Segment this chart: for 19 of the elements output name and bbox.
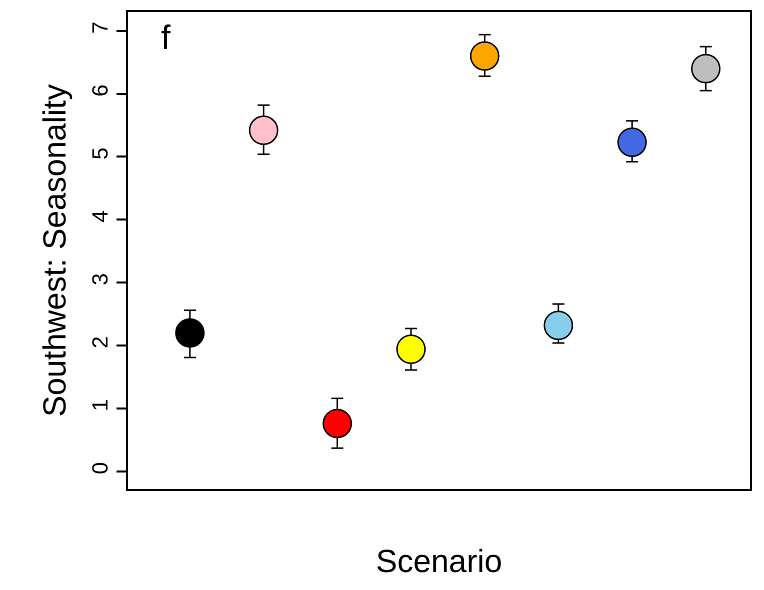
y-tick-label: 0 xyxy=(87,462,112,474)
point xyxy=(691,54,721,84)
y-axis-title: Southwest: Seasonality xyxy=(36,84,72,417)
y-tick-label: 6 xyxy=(87,84,112,97)
y-tick-label: 5 xyxy=(87,147,112,160)
y-tick-label: 3 xyxy=(87,273,112,286)
point xyxy=(175,318,205,348)
y-tick-label: 4 xyxy=(87,210,112,222)
annotation: f xyxy=(161,19,171,57)
point xyxy=(248,116,278,146)
point xyxy=(470,41,500,71)
y-tick-label: 2 xyxy=(87,336,112,348)
y-tick-label: 1 xyxy=(87,399,112,412)
point xyxy=(544,310,574,340)
point xyxy=(617,128,647,157)
point xyxy=(322,408,352,438)
point xyxy=(396,334,426,364)
y-tick-label: 7 xyxy=(87,21,112,34)
x-axis-title: Scenario xyxy=(376,543,502,580)
